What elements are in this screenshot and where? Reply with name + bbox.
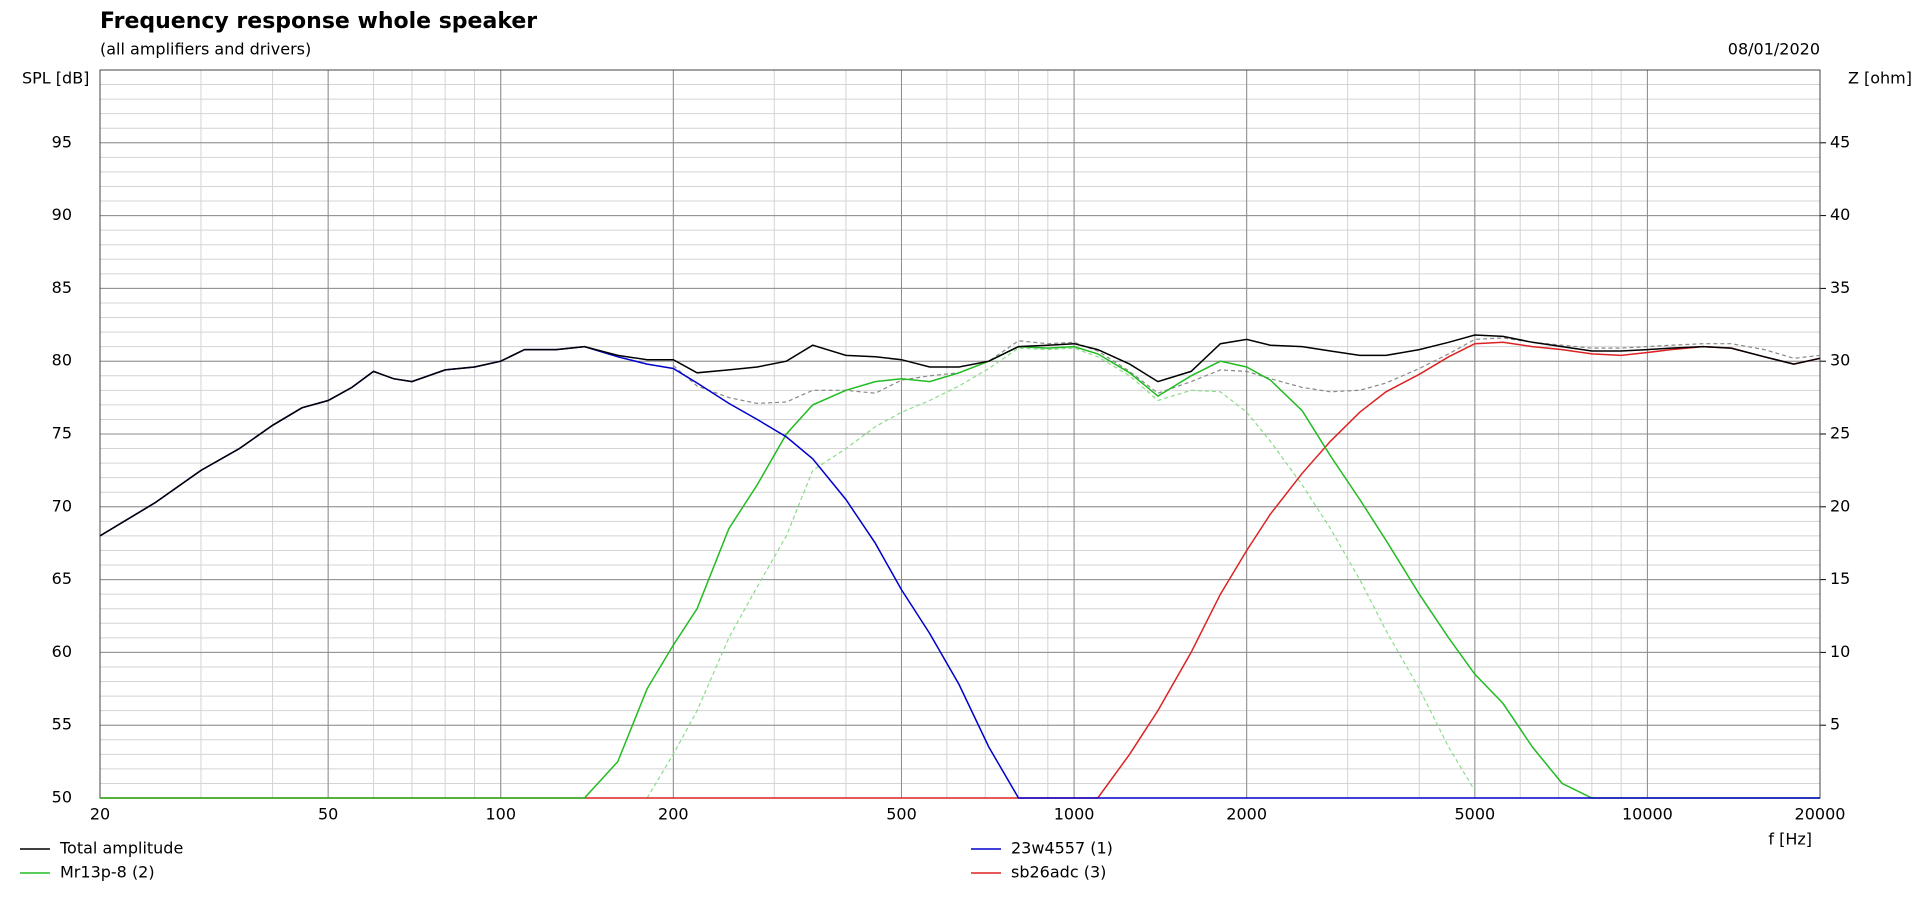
x-tick-label: 100 bbox=[485, 805, 516, 824]
y-tick-label: 55 bbox=[52, 715, 72, 734]
x-tick-label: 5000 bbox=[1454, 805, 1495, 824]
y-tick-label: 75 bbox=[52, 424, 72, 443]
y2-tick-label: 40 bbox=[1830, 205, 1850, 224]
legend-label: 23w4557 (1) bbox=[1011, 839, 1113, 858]
x-tick-label: 1000 bbox=[1054, 805, 1095, 824]
y2-tick-label: 45 bbox=[1830, 132, 1850, 151]
legend-label: sb26adc (3) bbox=[1011, 863, 1106, 882]
dashed-curve bbox=[646, 347, 1476, 799]
x-axis-label: f [Hz] bbox=[1768, 830, 1812, 849]
chart-date: 08/01/2020 bbox=[1728, 40, 1820, 59]
legend-label: Mr13p-8 (2) bbox=[60, 863, 155, 882]
dashed-curve bbox=[672, 337, 1821, 405]
x-tick-label: 200 bbox=[658, 805, 689, 824]
x-tick-label: 500 bbox=[886, 805, 917, 824]
y2-axis-label: Z [ohm] bbox=[1848, 69, 1912, 88]
y2-tick-label: 30 bbox=[1830, 351, 1850, 370]
y-tick-label: 80 bbox=[52, 351, 72, 370]
curve bbox=[99, 334, 1821, 537]
y-axis-label: SPL [dB] bbox=[22, 69, 89, 88]
x-tick-label: 20 bbox=[90, 805, 110, 824]
y2-tick-label: 10 bbox=[1830, 642, 1850, 661]
legend-label: Total amplitude bbox=[59, 839, 183, 858]
x-tick-label: 2000 bbox=[1226, 805, 1267, 824]
y-tick-label: 70 bbox=[52, 496, 72, 515]
y-tick-label: 85 bbox=[52, 278, 72, 297]
y-tick-label: 50 bbox=[52, 788, 72, 807]
y2-tick-label: 15 bbox=[1830, 569, 1850, 588]
curve bbox=[100, 345, 1820, 799]
x-tick-label: 50 bbox=[318, 805, 338, 824]
x-tick-label: 20000 bbox=[1795, 805, 1846, 824]
y-tick-label: 95 bbox=[52, 132, 72, 151]
chart-subtitle: (all amplifiers and drivers) bbox=[100, 40, 311, 59]
y2-tick-label: 20 bbox=[1830, 496, 1850, 515]
y2-tick-label: 25 bbox=[1830, 424, 1850, 443]
y2-tick-label: 35 bbox=[1830, 278, 1850, 297]
y-tick-label: 90 bbox=[52, 205, 72, 224]
y2-tick-label: 5 bbox=[1830, 715, 1840, 734]
y-tick-label: 65 bbox=[52, 569, 72, 588]
curve bbox=[100, 341, 1821, 799]
x-tick-label: 10000 bbox=[1622, 805, 1673, 824]
chart-title: Frequency response whole speaker bbox=[100, 9, 537, 34]
y-tick-label: 60 bbox=[52, 642, 72, 661]
curve bbox=[99, 345, 1820, 799]
